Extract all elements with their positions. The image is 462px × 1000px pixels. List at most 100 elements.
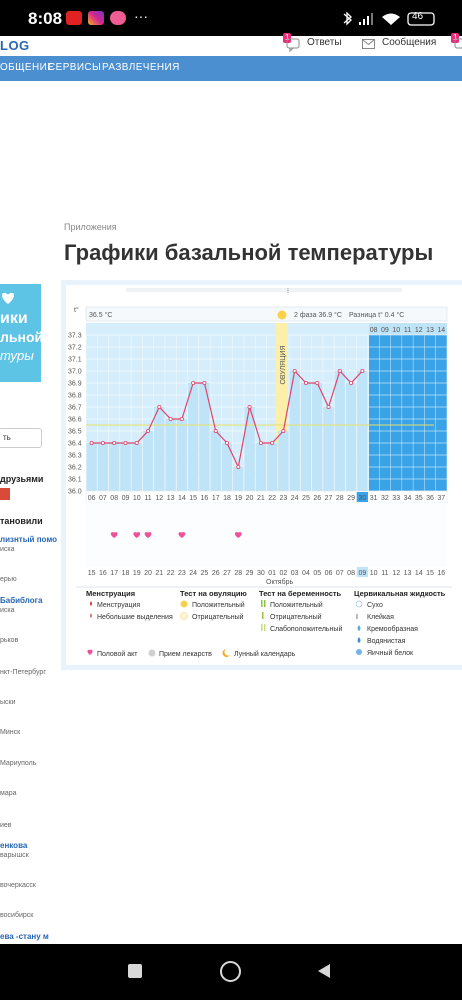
temp-point xyxy=(213,428,218,433)
cycle-day-label: 30 xyxy=(358,495,366,502)
intercourse-marker-icon xyxy=(178,532,186,538)
legend-pregnancy-test-item: Отрицательный xyxy=(270,613,322,621)
cycle-day-label: 19 xyxy=(234,495,242,502)
date-label: 14 xyxy=(415,570,423,577)
date-label: 12 xyxy=(392,570,400,577)
cycle-day-label: 26 xyxy=(313,495,321,502)
nav-item-entertainment[interactable]: РАЗВЛЕЧЕНИЯ xyxy=(102,62,180,73)
nav-item-communication[interactable]: ОБЩЕНИЕ xyxy=(0,62,55,73)
sidebar-user-name[interactable]: Бабиблога xyxy=(0,596,43,605)
legend-cervical-title: Цервикальная жидкость xyxy=(354,589,446,598)
legend-ovulation-test-item: Отрицательный xyxy=(192,613,244,621)
sidebar-user-city: иска xyxy=(0,607,15,614)
cycle-day-label: 07 xyxy=(99,495,107,502)
sidebar-user-city: Минск xyxy=(0,729,21,736)
heart-icon xyxy=(1,292,15,304)
site-logo[interactable]: LOG xyxy=(0,38,30,53)
y-tick-label: 36.1 xyxy=(68,477,82,484)
cycle-day-label: 21 xyxy=(257,495,265,502)
events-area xyxy=(86,503,447,567)
date-label: 13 xyxy=(404,570,412,577)
status-icons xyxy=(343,12,435,26)
cycle-day-label: 34 xyxy=(404,495,412,502)
messages-icon[interactable] xyxy=(362,39,376,49)
date-label: 07 xyxy=(336,570,344,577)
date-label: 02 xyxy=(280,570,288,577)
home-icon[interactable] xyxy=(220,961,241,982)
temp-point xyxy=(157,405,162,410)
sidebar-button[interactable]: ть xyxy=(0,428,42,448)
y-tick-label: 36.3 xyxy=(68,453,82,460)
status-bar: 8:08 ··· 46 xyxy=(0,0,462,36)
breadcrumb[interactable]: Приложения xyxy=(64,222,117,232)
cycle-day-label: 29 xyxy=(347,495,355,502)
chart-scrollbar[interactable] xyxy=(126,288,402,292)
phase-label-strip xyxy=(85,306,448,322)
sidebar-installed-title: тановили xyxy=(0,516,43,526)
app-banner[interactable]: ики льной туры xyxy=(0,284,44,382)
temp-bar xyxy=(266,443,278,491)
sidebar-user-city: ерью xyxy=(0,576,17,583)
cycle-day-label: 20 xyxy=(246,495,254,502)
y-tick-label: 36.8 xyxy=(68,393,82,400)
system-nav-bar xyxy=(0,944,462,1000)
back-icon[interactable] xyxy=(316,963,332,979)
messages-link[interactable]: Сообщения xyxy=(382,37,437,48)
date-label: 28 xyxy=(234,570,242,577)
temp-point xyxy=(303,381,308,386)
cycle-day-label: 11 xyxy=(144,495,151,502)
temp-point xyxy=(168,416,173,421)
dates-row xyxy=(86,567,447,577)
y-tick-label: 36.2 xyxy=(68,465,82,472)
temp-bar xyxy=(278,431,289,491)
legend-ovulation-test-item: Положительный xyxy=(192,601,245,609)
sidebar-friends-title: друзьями xyxy=(0,474,44,484)
cycle-day-label: 27 xyxy=(325,495,333,502)
y-tick-label: 37.1 xyxy=(68,357,82,364)
banner-line-2: льной xyxy=(0,329,44,345)
temp-point xyxy=(191,381,196,386)
y-tick-label: 36.6 xyxy=(68,417,82,424)
date-label: 20 xyxy=(144,570,152,577)
bbt-chart[interactable]: ⁝ t° 36.5 °C 2 фаза 36.9 °C Разница t° 0… xyxy=(66,285,462,665)
nav-item-services[interactable]: СЕРВИСЫ xyxy=(48,62,102,73)
answers-link[interactable]: Ответы xyxy=(307,37,342,48)
temp-bar xyxy=(334,371,345,491)
sidebar-user-city: иска xyxy=(0,546,15,553)
banner-line-3: туры xyxy=(0,348,34,363)
temp-point xyxy=(292,369,297,374)
temp-bar xyxy=(345,383,357,491)
cycle-day-label: 18 xyxy=(223,495,231,502)
today-highlight xyxy=(356,567,368,577)
temp-point xyxy=(100,440,105,445)
temp-bar xyxy=(142,431,154,491)
cycle-day-label: 23 xyxy=(280,495,288,502)
answers-icon[interactable] xyxy=(286,38,302,52)
date-label: 26 xyxy=(212,570,220,577)
sidebar-user-city: ыски xyxy=(0,699,16,706)
temp-bar xyxy=(289,371,300,491)
date-label: 25 xyxy=(201,570,209,577)
cycle-day-label: 25 xyxy=(302,495,310,502)
sidebar-user-name[interactable]: ева -стану м xyxy=(0,932,49,941)
legend-cervical-item: Сухо xyxy=(367,602,383,609)
wifi-icon xyxy=(382,13,400,25)
cervical-sticky-icon: I xyxy=(356,614,358,621)
temp-point xyxy=(112,440,117,445)
temp-bar xyxy=(97,443,109,491)
date-label: 27 xyxy=(223,570,231,577)
sidebar-user-name[interactable]: лизнтый помо xyxy=(0,535,58,544)
google-plus-icon[interactable] xyxy=(0,488,10,500)
date-label: 10 xyxy=(370,570,378,577)
cycle-day-label: 35 xyxy=(415,495,423,502)
cycle-day-label: 36 xyxy=(426,495,434,502)
legend-menstruation-title: Менструация xyxy=(86,589,135,598)
date-label: 11 xyxy=(381,570,388,577)
recent-apps-icon[interactable] xyxy=(128,964,142,978)
extra-chat-icon[interactable] xyxy=(454,38,462,52)
temp-bar xyxy=(154,407,165,491)
cervical-creamy-icon xyxy=(357,625,361,631)
sidebar-user-name[interactable]: енкова xyxy=(0,841,28,850)
top-day-label: 08 xyxy=(370,327,378,334)
temp-point xyxy=(179,416,184,421)
